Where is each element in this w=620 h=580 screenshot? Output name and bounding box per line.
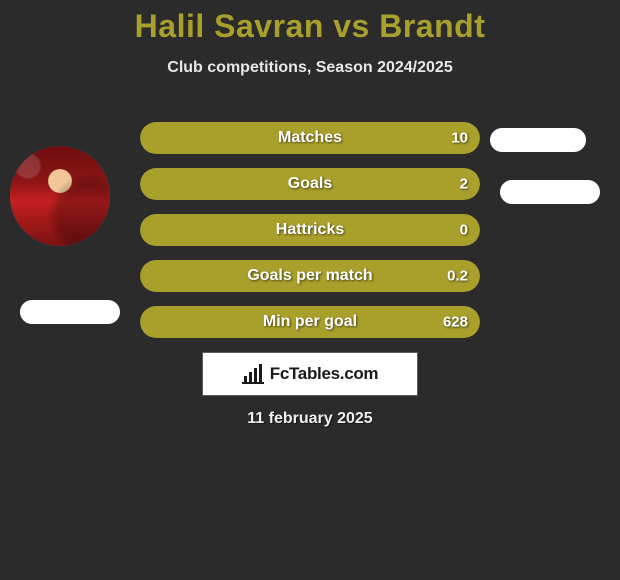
title-vs: vs — [333, 8, 370, 44]
brand-chart-icon — [242, 364, 264, 384]
page-title: Halil Savran vs Brandt — [0, 0, 620, 45]
stat-row-matches: Matches 10 — [140, 122, 480, 154]
date-line: 11 february 2025 — [0, 410, 620, 428]
stat-label: Matches — [278, 129, 342, 147]
brand-link[interactable]: FcTables.com — [202, 352, 418, 396]
player2-pill-2 — [500, 180, 600, 204]
stat-row-goals-per-match: Goals per match 0.2 — [140, 260, 480, 292]
player1-avatar — [10, 146, 110, 246]
stat-row-hattricks: Hattricks 0 — [140, 214, 480, 246]
stat-right-value: 0.2 — [447, 268, 468, 285]
stat-right-value: 0 — [460, 222, 468, 239]
stat-right-value: 2 — [460, 176, 468, 193]
stat-label: Goals per match — [247, 267, 372, 285]
stat-right-value: 628 — [443, 314, 468, 331]
player1-photo — [10, 146, 110, 246]
title-player1: Halil Savran — [135, 8, 324, 44]
stat-right-value: 10 — [451, 130, 468, 147]
stat-label: Hattricks — [276, 221, 344, 239]
brand-text: FcTables.com — [270, 364, 379, 384]
comparison-card: Halil Savran vs Brandt Club competitions… — [0, 0, 620, 580]
stat-row-goals: Goals 2 — [140, 168, 480, 200]
player1-name-pill — [20, 300, 120, 324]
stat-label: Min per goal — [263, 313, 357, 331]
stat-label: Goals — [288, 175, 332, 193]
stat-row-min-per-goal: Min per goal 628 — [140, 306, 480, 338]
title-player2: Brandt — [379, 8, 485, 44]
player2-pill-1 — [490, 128, 586, 152]
stat-bars: Matches 10 Goals 2 Hattricks 0 Goals per… — [140, 122, 480, 352]
subtitle: Club competitions, Season 2024/2025 — [0, 59, 620, 77]
